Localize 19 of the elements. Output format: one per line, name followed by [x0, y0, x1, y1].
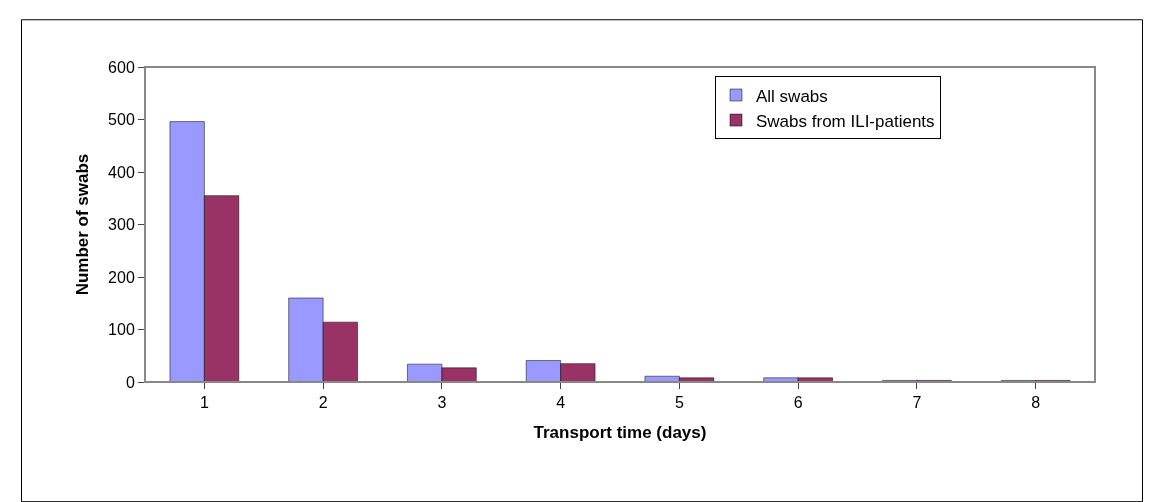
y-tick-label: 200 — [108, 268, 135, 286]
y-axis-title: Number of swabs — [72, 153, 92, 296]
y-tick-label: 300 — [108, 216, 135, 234]
x-tick-label: 1 — [199, 394, 209, 412]
y-tick-label: 100 — [108, 321, 135, 339]
y-tick-label: 600 — [108, 58, 135, 76]
x-tick-label: 2 — [318, 394, 328, 412]
x-tick-label: 7 — [912, 394, 922, 412]
y-tick-label: 400 — [108, 163, 135, 181]
x-tick-label: 4 — [556, 394, 566, 412]
y-tick-label: 500 — [108, 111, 135, 129]
legend-label: Swabs from ILI-patients — [756, 111, 935, 131]
x-tick-label: 8 — [1031, 394, 1041, 412]
x-axis-title: Transport time (days) — [533, 422, 707, 442]
x-tick-label: 3 — [437, 394, 447, 412]
legend-label: All swabs — [756, 86, 828, 106]
x-tick-label: 5 — [674, 394, 684, 412]
x-tick-label: 6 — [793, 394, 803, 412]
y-tick-label: 0 — [125, 373, 135, 391]
